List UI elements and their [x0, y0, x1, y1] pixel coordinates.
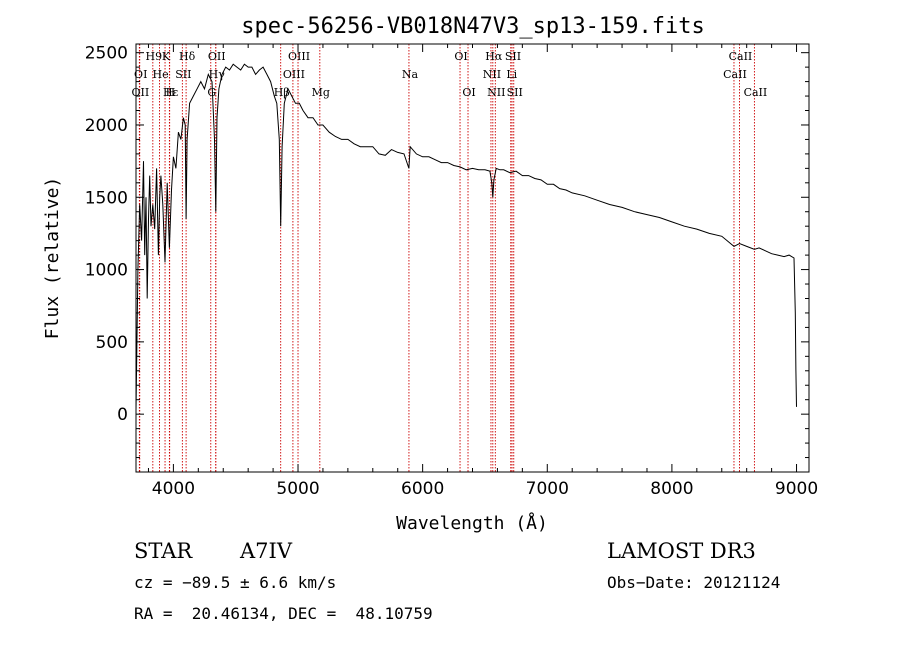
line-label-oi: OI [454, 50, 467, 63]
x-axis: 4000 5000 6000 7000 8000 9000 [147, 44, 818, 499]
observation-date: Obs−Date: 20121124 [607, 573, 781, 592]
y-tick-label: 0 [117, 405, 128, 425]
line-label-sii: SII [505, 50, 521, 63]
line-label-he: He [153, 68, 169, 81]
chart-title: spec-56256-VB018N47V3_sp13-159.fits [241, 14, 705, 39]
line-label-hδ: Hδ [179, 50, 196, 63]
line-label-hα: Hα [485, 50, 503, 63]
line-label-h: H [166, 86, 176, 99]
line-label-oi: OI [462, 86, 475, 99]
line-label-oiii: OIII [283, 68, 305, 81]
x-tick-label: 5000 [276, 479, 319, 499]
line-label-k: K [162, 50, 171, 63]
x-tick-label: 8000 [650, 479, 693, 499]
x-axis-label: Wavelength (Å) [396, 512, 548, 534]
line-label-g: G [207, 86, 216, 99]
spectrum-line [135, 63, 797, 412]
x-tick-label: 9000 [775, 479, 818, 499]
y-tick-label: 1000 [85, 261, 128, 281]
line-label-oiii: OIII [288, 50, 310, 63]
line-label-h9: H9 [146, 50, 163, 63]
emission-lines [138, 44, 755, 472]
object-class: STAR [134, 539, 193, 563]
line-label-caii: CaII [729, 50, 753, 63]
line-label-caii: CaII [723, 68, 747, 81]
line-label-sii: SII [507, 86, 523, 99]
subclass: A7IV [240, 539, 292, 563]
line-label-oi: OI [134, 68, 147, 81]
line-label-hε: Hε [163, 86, 179, 99]
y-tick-label: 2500 [85, 44, 128, 64]
redshift-velocity: cz = −89.5 ± 6.6 km/s [134, 573, 337, 592]
x-tick-label: 7000 [526, 479, 569, 499]
y-tick-label: 1500 [85, 188, 128, 208]
line-label-mg: Mg [312, 86, 330, 99]
line-label-nii: NII [483, 68, 501, 81]
survey-name: LAMOST DR3 [607, 539, 756, 563]
plot-frame [135, 43, 810, 473]
line-label-hβ: Hβ [274, 86, 290, 99]
x-tick-label: 4000 [152, 479, 195, 499]
line-label-oii: OII [132, 86, 150, 99]
y-tick-label: 2000 [85, 116, 128, 136]
line-label-caii: CaII [744, 86, 768, 99]
line-label-na: Na [402, 68, 419, 81]
line-label-li: Li [506, 68, 517, 81]
y-axis: 0 500 1000 1500 2000 2500 [85, 44, 809, 459]
coordinates: RA = 20.46134, DEC = 48.10759 [134, 604, 433, 623]
y-axis-label: Flux (relative) [42, 177, 63, 340]
line-label-nii: NII [487, 86, 505, 99]
line-label-oii: OII [208, 50, 226, 63]
y-tick-label: 500 [96, 333, 128, 353]
x-tick-label: 6000 [401, 479, 444, 499]
line-label-sii: SII [175, 68, 191, 81]
